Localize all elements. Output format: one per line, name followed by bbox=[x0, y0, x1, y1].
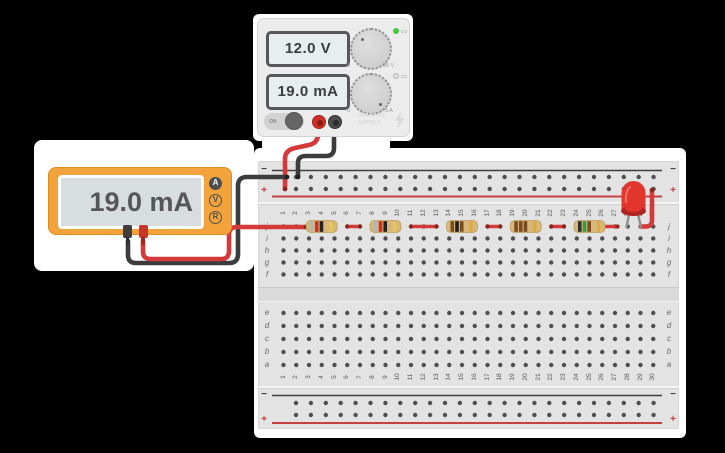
row-letter: a bbox=[264, 360, 270, 369]
power-switch[interactable]: ON bbox=[264, 112, 304, 130]
row-letter: j bbox=[668, 221, 670, 231]
current-knob-marker bbox=[379, 103, 382, 106]
cv-indicator-label: CV bbox=[401, 29, 408, 34]
row-letter: g bbox=[264, 257, 270, 267]
row-letter: f bbox=[265, 269, 269, 279]
resistor-5[interactable] bbox=[573, 220, 606, 233]
row-letter: e bbox=[264, 308, 270, 317]
breadboard-groove bbox=[258, 386, 679, 389]
rail-polarity-label: − bbox=[670, 164, 676, 175]
black-probe[interactable] bbox=[123, 225, 132, 245]
resistor-2[interactable] bbox=[369, 220, 402, 233]
rail-polarity-label: + bbox=[670, 185, 676, 196]
breadboard-groove bbox=[258, 202, 679, 205]
wire-led-to-rail-end bbox=[649, 187, 655, 193]
voltage-value: 12.0 V bbox=[284, 40, 332, 57]
cc-indicator-led bbox=[393, 73, 399, 79]
wire-led-to-rail[interactable] bbox=[638, 187, 655, 229]
current-knob[interactable] bbox=[350, 73, 392, 115]
negative-terminal-pin bbox=[333, 120, 339, 126]
breadboard[interactable] bbox=[258, 161, 679, 429]
red-probe[interactable] bbox=[138, 225, 148, 245]
mode-button-v[interactable]: V bbox=[209, 194, 222, 207]
rail-polarity-label: + bbox=[261, 185, 267, 196]
rail-polarity-label: − bbox=[670, 389, 676, 400]
rail-polarity-label: − bbox=[261, 164, 267, 175]
rail-polarity-label: + bbox=[261, 414, 267, 425]
supply-brand-text: VOLTAGE SUPPLY bbox=[358, 113, 386, 126]
voltage-knob-max: 30 V bbox=[383, 63, 395, 69]
cv-indicator-led bbox=[393, 28, 399, 34]
multimeter-display: 19.0 mA bbox=[58, 175, 204, 229]
row-letter: f bbox=[667, 269, 671, 279]
row-letter: i bbox=[266, 233, 268, 243]
resistor-1[interactable] bbox=[305, 220, 338, 233]
wire-supply-negative-end bbox=[295, 174, 301, 180]
positive-terminal[interactable] bbox=[312, 115, 326, 129]
voltage-knob-min: 0 bbox=[347, 63, 351, 69]
positive-terminal-pin bbox=[317, 120, 323, 126]
red-probe-tip bbox=[141, 237, 145, 245]
jumper-wire[interactable] bbox=[549, 224, 567, 229]
row-letter: d bbox=[264, 321, 270, 330]
jumper-wire[interactable] bbox=[408, 224, 439, 229]
multimeter-reading: 19.0 mA bbox=[89, 187, 193, 217]
wire-multimeter-black[interactable] bbox=[125, 174, 290, 266]
resistor-4[interactable] bbox=[509, 220, 542, 233]
row-letter: b bbox=[264, 347, 270, 356]
wire-supply-negative[interactable] bbox=[295, 119, 337, 180]
row-letter: a bbox=[666, 360, 672, 369]
row-letter: c bbox=[667, 334, 671, 343]
mode-button-r[interactable]: R bbox=[209, 211, 222, 224]
rail-polarity-label: + bbox=[670, 414, 676, 425]
wire-multimeter-black-end bbox=[284, 174, 290, 180]
cc-indicator-label: CC bbox=[401, 74, 408, 79]
row-letter: e bbox=[666, 308, 672, 317]
row-letter: h bbox=[666, 245, 672, 255]
rail-polarity-label: − bbox=[261, 389, 267, 400]
black-probe-tip bbox=[125, 237, 130, 245]
wire-supply-positive[interactable] bbox=[282, 119, 321, 192]
resistor-3[interactable] bbox=[446, 220, 478, 233]
jumper-wire[interactable] bbox=[345, 224, 363, 229]
jumper-wire[interactable] bbox=[485, 224, 503, 229]
row-letter: g bbox=[666, 257, 672, 267]
voltage-knob-marker bbox=[361, 38, 364, 41]
power-switch-label: ON bbox=[269, 119, 277, 125]
current-value: 19.0 mA bbox=[277, 83, 339, 100]
wire-supply-positive-end bbox=[282, 186, 288, 192]
mode-button-a[interactable]: A bbox=[209, 177, 222, 190]
current-display: 19.0 mA bbox=[266, 74, 350, 110]
row-letter: h bbox=[264, 245, 270, 255]
row-letter: d bbox=[666, 321, 672, 330]
led-red[interactable] bbox=[621, 181, 646, 229]
current-knob-max: 5 A bbox=[385, 108, 393, 114]
breadboard-holes bbox=[281, 174, 656, 418]
voltage-display: 12.0 V bbox=[266, 31, 350, 67]
power-switch-knob[interactable] bbox=[285, 112, 303, 130]
breadboard-center-channel bbox=[258, 287, 679, 302]
voltage-knob[interactable] bbox=[350, 28, 392, 70]
row-letter: c bbox=[265, 334, 269, 343]
current-knob-min: 0 bbox=[347, 108, 351, 114]
row-letter: i bbox=[668, 233, 670, 243]
negative-terminal[interactable] bbox=[328, 115, 342, 129]
power-supply[interactable]: 12.0 V 19.0 mA 0 30 V CV 0 5 A CC ON VOL… bbox=[257, 18, 410, 137]
row-letter: b bbox=[666, 347, 672, 356]
lightning-bolt-icon bbox=[395, 112, 405, 128]
